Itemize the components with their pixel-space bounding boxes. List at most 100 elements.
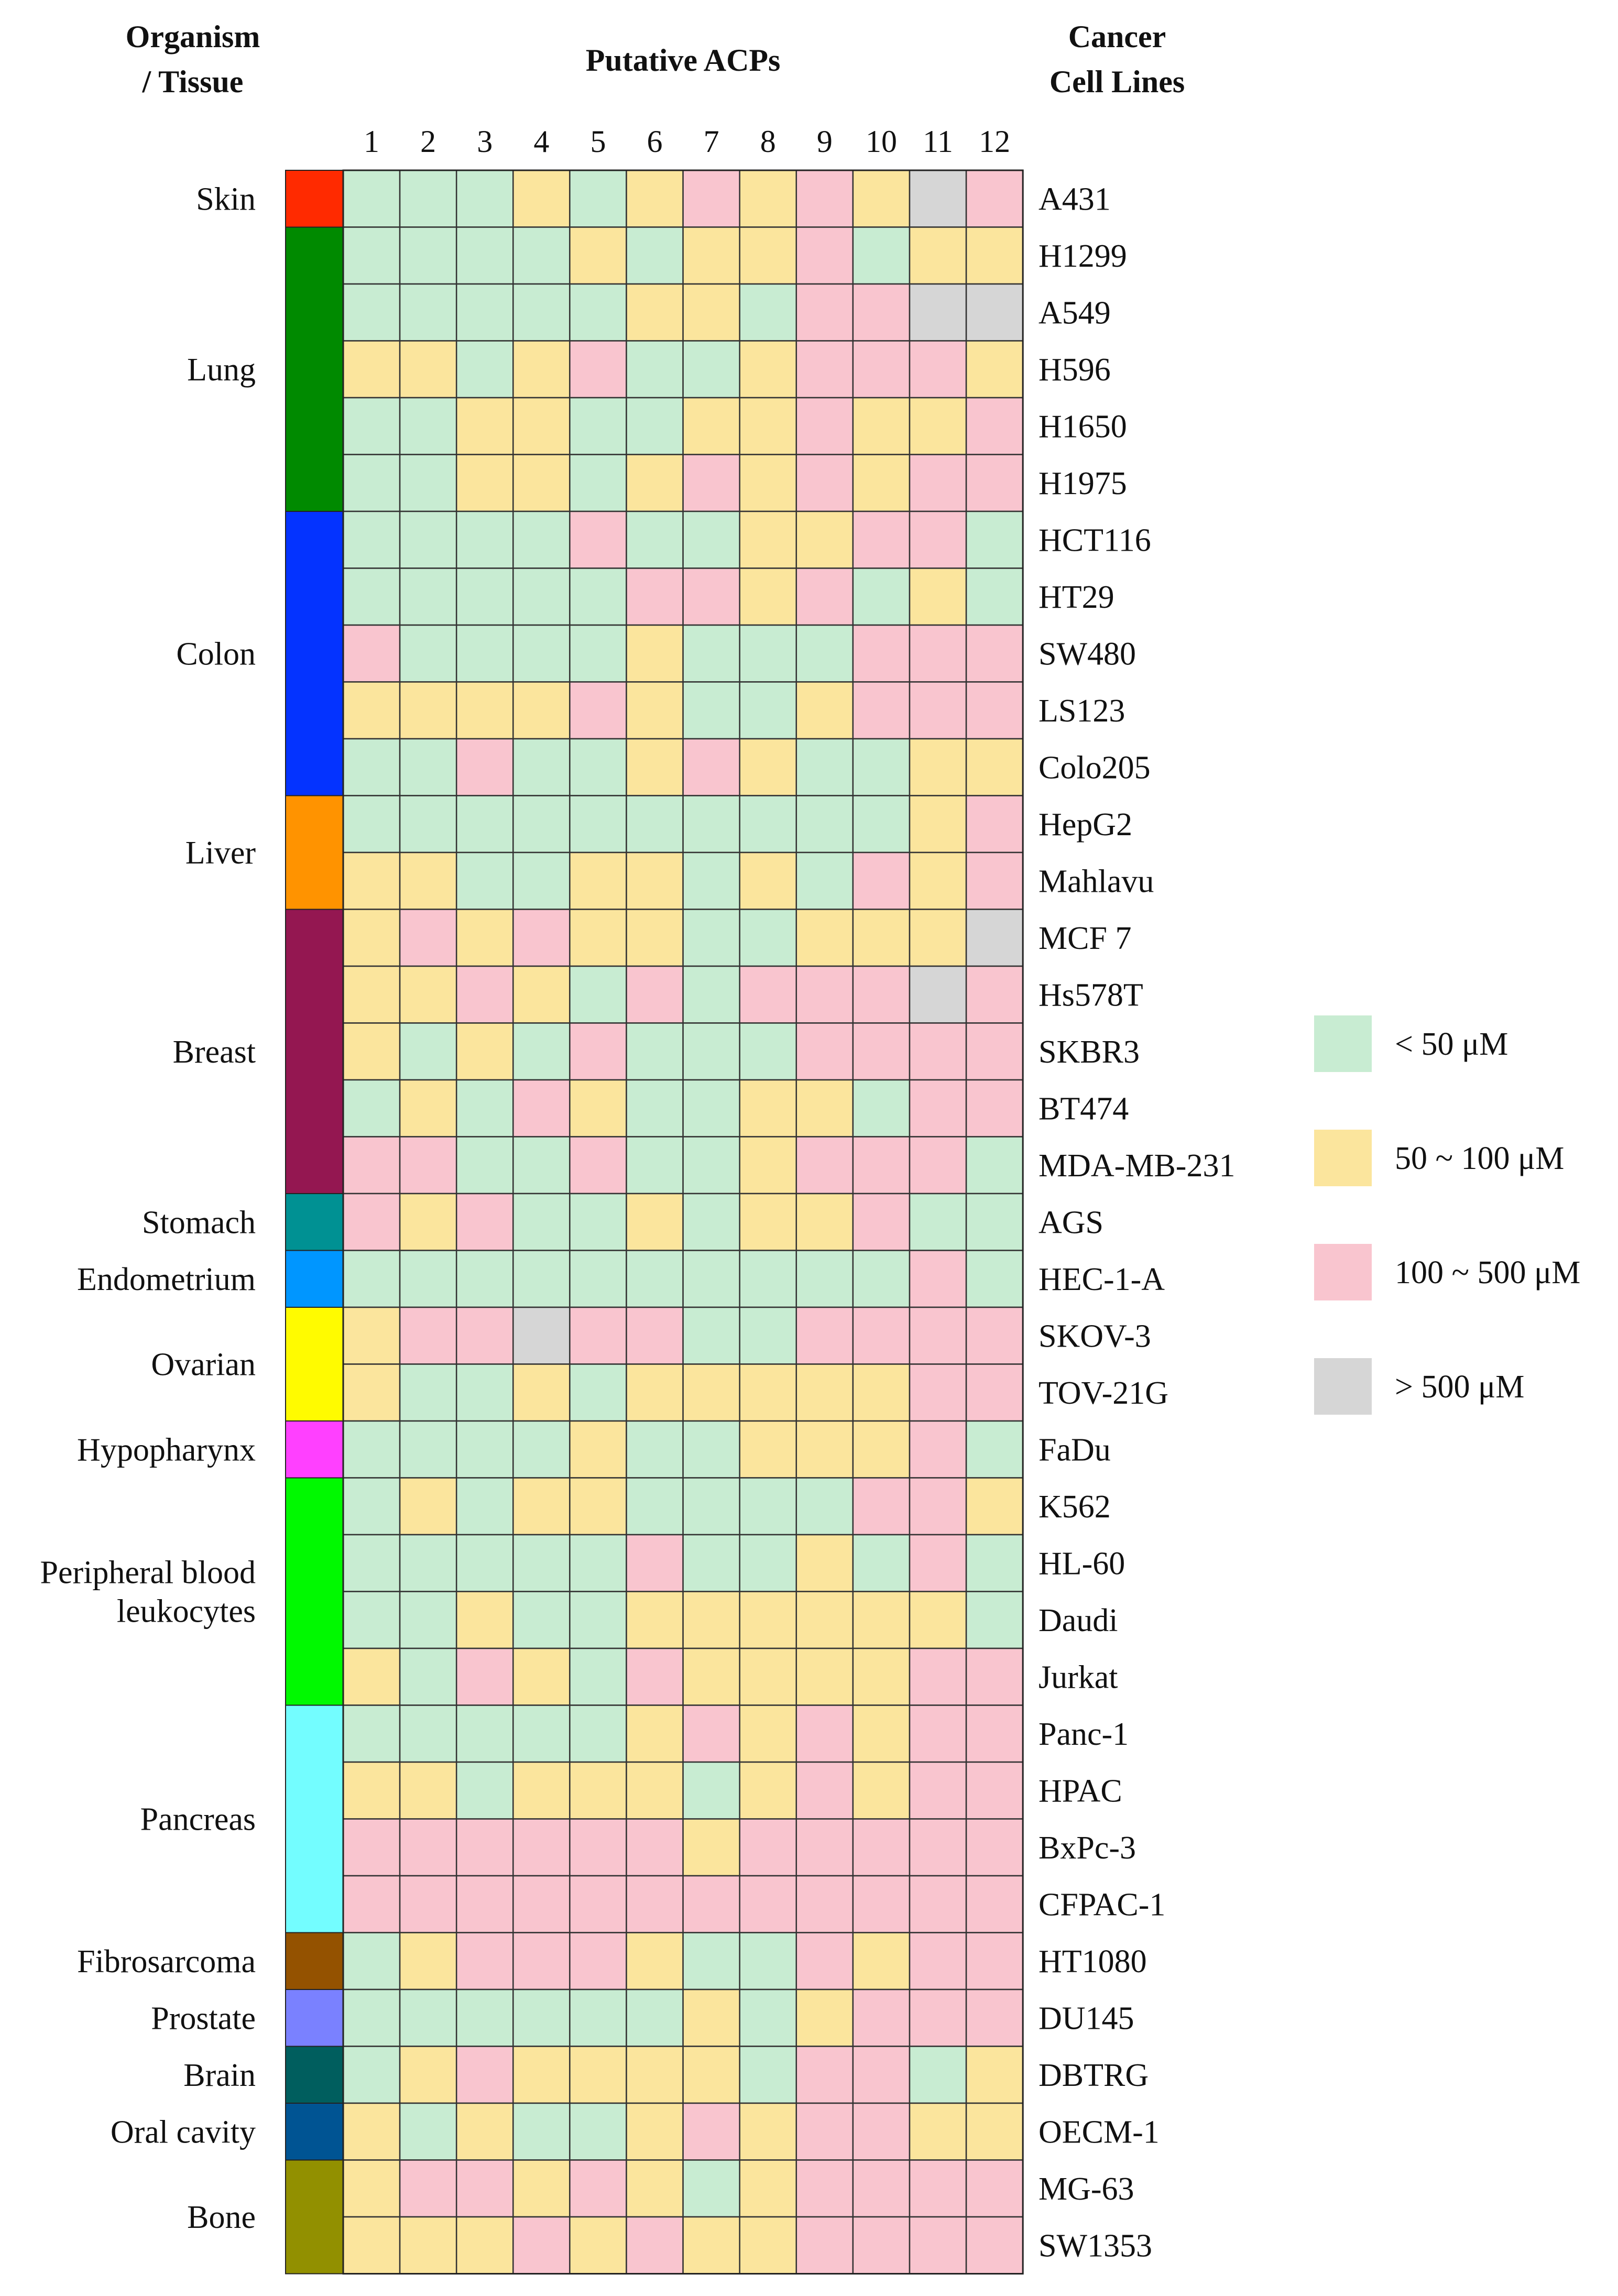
heatmap-cell (682, 567, 740, 626)
heatmap-cell (455, 909, 514, 967)
heatmap-cell (739, 1022, 797, 1081)
heatmap-cell (455, 283, 514, 342)
heatmap-cell (455, 681, 514, 740)
heatmap-cell (682, 1136, 740, 1195)
heatmap-cell (569, 169, 627, 228)
heatmap-cell (682, 1420, 740, 1479)
heatmap-cell (682, 1022, 740, 1081)
heatmap-cell (795, 397, 854, 455)
heatmap-cell (852, 2159, 911, 2218)
tissue-color-bar (285, 1989, 344, 2047)
heatmap-cell (852, 2102, 911, 2161)
cell-line-label: H1650 (1038, 409, 1127, 444)
column-label: 10 (866, 124, 897, 159)
heatmap-cell (739, 283, 797, 342)
heatmap-cell (852, 1704, 911, 1763)
heatmap-cell (399, 1988, 457, 2047)
heatmap-cell (569, 1988, 627, 2047)
heatmap-cell (399, 169, 457, 228)
heatmap-cell (682, 1250, 740, 1308)
heatmap-cell (342, 1193, 401, 1251)
heatmap-cell (342, 226, 401, 285)
heatmap-cell (399, 624, 457, 683)
legend-swatch (1314, 1244, 1372, 1300)
tissue-label: Brain (183, 2058, 256, 2093)
heatmap-cell (739, 1875, 797, 1933)
cell-line-label: HL-60 (1038, 1546, 1125, 1581)
heatmap-cell (795, 1875, 854, 1933)
heatmap-cell (682, 1534, 740, 1592)
heatmap-cell (795, 454, 854, 512)
heatmap-cell (512, 851, 571, 910)
heatmap-cell (399, 454, 457, 512)
heatmap-cell (852, 1875, 911, 1933)
heatmap-cell (909, 1420, 967, 1479)
heatmap-cell (965, 2159, 1024, 2218)
cell-line-label: BT474 (1038, 1091, 1129, 1127)
heatmap-cell (569, 454, 627, 512)
heatmap-cell (909, 169, 967, 228)
heatmap-cell (739, 567, 797, 626)
heatmap-cell (342, 1306, 401, 1365)
heatmap-cell (852, 454, 911, 512)
heatmap-cell (795, 851, 854, 910)
heatmap-cell (626, 909, 684, 967)
heatmap-cell (455, 1875, 514, 1933)
tissue-color-bar (285, 511, 344, 796)
heatmap-cell (795, 1761, 854, 1820)
cell-line-label: CFPAC-1 (1038, 1887, 1165, 1922)
heatmap-cell (795, 283, 854, 342)
heatmap-cell (342, 965, 401, 1024)
heatmap-cell (569, 510, 627, 569)
heatmap-cell (909, 1363, 967, 1422)
heatmap-cell (399, 1022, 457, 1081)
heatmap-cell (852, 567, 911, 626)
tissue-label: Prostate (151, 2000, 256, 2036)
heatmap-cell (852, 1477, 911, 1536)
cell-line-label: HT1080 (1038, 1944, 1147, 1980)
heatmap-cell (965, 909, 1024, 967)
heatmap-cell (965, 169, 1024, 228)
heatmap-cell (626, 1136, 684, 1195)
heatmap-cell (682, 454, 740, 512)
heatmap-cell (852, 1193, 911, 1251)
heatmap-cell (965, 1306, 1024, 1365)
heatmap-cell (739, 397, 797, 455)
heatmap-cell (682, 226, 740, 285)
heatmap-cell (455, 965, 514, 1024)
heatmap-cell (342, 2216, 401, 2275)
heatmap-cell (852, 1818, 911, 1877)
heatmap-cell (682, 795, 740, 854)
heatmap-cell (342, 1250, 401, 1308)
heatmap-cell (626, 1875, 684, 1933)
heatmap-cell (569, 2046, 627, 2104)
heatmap-cell (965, 1420, 1024, 1479)
heatmap-cell (795, 1818, 854, 1877)
tissue-label: Fibrosarcoma (77, 1944, 256, 1980)
heatmap-cell (399, 965, 457, 1024)
heatmap-cell (739, 340, 797, 399)
heatmap-cell (626, 2046, 684, 2104)
heatmap-cell (852, 1363, 911, 1422)
heatmap-cell (512, 397, 571, 455)
heatmap-cell (569, 1704, 627, 1763)
heatmap-cell (399, 283, 457, 342)
heatmap-cell (626, 1363, 684, 1422)
heatmap-cell (512, 169, 571, 228)
heatmap-cell (455, 1932, 514, 1991)
heatmap-cell (682, 1932, 740, 1991)
legend-label: < 50 μM (1395, 1026, 1508, 1062)
heatmap-cell (569, 1363, 627, 1422)
heatmap-cell (455, 1988, 514, 2047)
heatmap-cell (399, 738, 457, 796)
heatmap-cell (569, 1477, 627, 1536)
heatmap-cell (512, 795, 571, 854)
heatmap-cell (569, 1420, 627, 1479)
heatmap-cell (569, 283, 627, 342)
heatmap-cell (795, 681, 854, 740)
heatmap-cell (455, 567, 514, 626)
heatmap-cell (795, 1079, 854, 1138)
heatmap-cell (965, 1932, 1024, 1991)
heatmap-cell (569, 681, 627, 740)
heatmap-cell (909, 283, 967, 342)
